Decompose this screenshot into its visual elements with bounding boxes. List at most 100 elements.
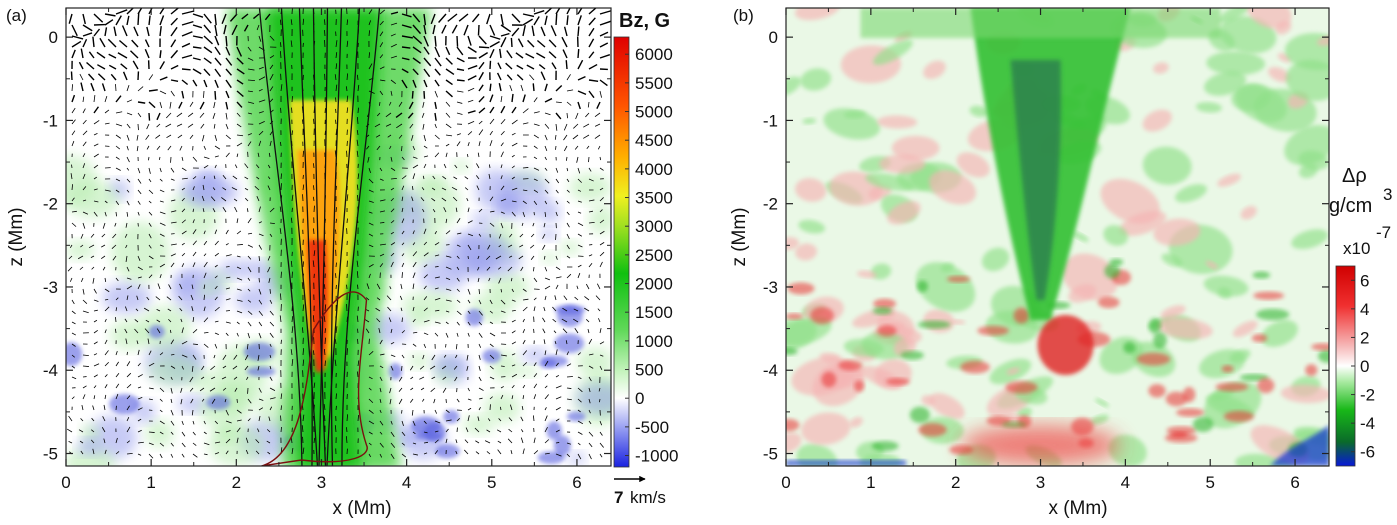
panel-a-velocity-arrow xyxy=(126,277,132,280)
panel-a-velocity-arrow xyxy=(565,340,568,345)
panel-a-velocity-arrow xyxy=(71,396,75,400)
panel-a-velocity-arrow xyxy=(519,233,524,238)
panel-a-velocity-arrow xyxy=(159,61,166,70)
panel-a-velocity-arrow xyxy=(379,263,384,268)
panel-a-velocity-arrow xyxy=(234,387,238,392)
panel-a-velocity-arrow xyxy=(189,101,194,107)
panel-a-velocity-arrow xyxy=(269,310,274,316)
panel-a-velocity-arrow xyxy=(577,387,583,393)
panel-a-velocity-arrow xyxy=(181,242,185,246)
panel-a-velocity-arrow xyxy=(170,365,176,369)
panel-b-strong-fluctuation xyxy=(1311,343,1329,351)
panel-a-velocity-arrow xyxy=(543,306,546,312)
panel-a-velocity-arrow xyxy=(170,8,180,15)
panel-a-velocity-arrow xyxy=(445,288,452,291)
panel-a-velocity-arrow xyxy=(443,207,447,213)
panel-a-velocity-arrow xyxy=(562,307,568,312)
panel-a-velocity-arrow xyxy=(356,150,359,158)
panel-b-strong-fluctuation xyxy=(873,298,897,309)
panel-a-velocity-arrow xyxy=(91,429,95,433)
panel-a-velocity-arrow xyxy=(498,266,502,270)
panel-a-velocity-arrow xyxy=(356,139,359,147)
panel-a-velocity-arrow xyxy=(135,308,139,312)
panel-a-velocity-arrow xyxy=(412,318,416,323)
panel-a-velocity-arrow xyxy=(247,255,252,260)
panel-b-blue-streak xyxy=(1270,425,1329,466)
panel-a-background-patch xyxy=(394,428,419,444)
panel-a-velocity-arrow xyxy=(594,112,601,118)
panel-a-velocity-arrow xyxy=(181,252,186,257)
panel-a-velocity-arrow xyxy=(563,26,568,37)
panel-a-velocity-arrow xyxy=(498,277,502,284)
panel-a-velocity-arrow xyxy=(244,354,249,361)
panel-a-velocity-arrow xyxy=(511,299,516,302)
panel-a-velocity-arrow xyxy=(137,211,140,216)
panel-b-strong-fluctuation xyxy=(877,325,897,337)
panel-a-velocity-arrow xyxy=(456,321,460,326)
panel-a-velocity-arrow xyxy=(484,440,491,444)
panel-a-velocity-arrow xyxy=(478,208,483,213)
panel-a-velocity-arrow xyxy=(302,184,305,191)
panel-a-velocity-arrow xyxy=(430,13,436,25)
panel-a-velocity-arrow xyxy=(117,52,128,59)
panel-a-velocity-arrow xyxy=(599,31,609,37)
panel-a-velocity-arrow xyxy=(126,266,130,272)
panel-a-velocity-arrow xyxy=(555,385,562,389)
panel-a-velocity-arrow xyxy=(137,396,143,400)
panel-a-velocity-arrow xyxy=(522,288,527,292)
panel-a-velocity-arrow xyxy=(126,395,131,400)
panel-b-strong-fluctuation xyxy=(960,360,990,374)
panel-a-velocity-arrow xyxy=(522,339,526,345)
panel-a-velocity-arrow xyxy=(335,52,338,59)
panel-a-velocity-arrow xyxy=(92,405,95,411)
panel-a-velocity-arrow xyxy=(245,437,249,444)
panel-a-velocity-arrow xyxy=(533,306,536,312)
panel-a-velocity-arrow xyxy=(236,255,241,258)
panel-a-velocity-arrow xyxy=(214,46,221,56)
panel-a-axes: 0 1 2 3 4 5 60-1-2-3-4-5 xyxy=(43,8,611,492)
panel-a-velocity-arrow xyxy=(476,163,480,169)
panel-a-velocity-arrow xyxy=(203,431,207,435)
panel-a-velocity-arrow xyxy=(104,96,108,103)
panel-a-velocity-arrow xyxy=(577,189,582,192)
panel-a-velocity-arrow xyxy=(500,95,503,103)
panel-a-xlabel: x (Mm) xyxy=(332,498,391,519)
vector-reference: 7 km/s xyxy=(614,475,666,507)
panel-a-velocity-arrow xyxy=(313,250,316,257)
panel-a-velocity-arrow xyxy=(88,51,95,59)
panel-a-velocity-arrow xyxy=(544,285,551,290)
panel-a-velocity-arrow xyxy=(231,187,238,191)
panel-a-velocity-arrow xyxy=(258,35,262,42)
panel-a-velocity-arrow xyxy=(335,119,337,125)
panel-a-velocity-arrow xyxy=(192,57,201,61)
panel-a-velocity-arrow xyxy=(488,277,491,282)
panel-a-velocity-arrow xyxy=(203,24,212,34)
panel-a-velocity-arrow xyxy=(533,450,539,455)
panel-a-velocity-arrow xyxy=(247,398,252,404)
panel-a-velocity-arrow xyxy=(577,398,582,403)
panel-a-velocity-arrow xyxy=(423,307,428,312)
panel-a-velocity-arrow xyxy=(93,309,98,312)
panel-a-velocity-arrow xyxy=(401,218,405,224)
panel-a-velocity-arrow xyxy=(379,453,383,458)
panel-a-velocity-arrow xyxy=(511,154,515,158)
panel-a-velocity-arrow xyxy=(544,8,553,15)
panel-a-xtick-label: 0 xyxy=(61,473,70,492)
panel-a-velocity-arrow xyxy=(533,200,538,206)
panel-a-colorbar-tick-label: 4000 xyxy=(635,160,673,179)
panel-a-velocity-arrow xyxy=(357,371,359,378)
panel-a-velocity-arrow xyxy=(445,143,450,147)
panel-a-velocity-arrow xyxy=(214,134,218,141)
panel-a-background-patch xyxy=(66,446,116,466)
panel-a-velocity-arrow xyxy=(596,101,601,109)
panel-a-velocity-arrow xyxy=(313,185,315,191)
panel-a-velocity-arrow xyxy=(500,354,507,357)
panel-b-xtick-label: 2 xyxy=(951,473,960,492)
panel-a-velocity-arrow xyxy=(498,83,502,92)
panel-a-velocity-arrow xyxy=(379,409,382,414)
panel-a-velocity-arrow xyxy=(510,37,513,48)
panel-a-colorbar-tick-label: 4500 xyxy=(635,131,673,150)
panel-b-strong-fluctuation xyxy=(1253,291,1285,300)
panel-a-velocity-arrow xyxy=(533,178,538,182)
